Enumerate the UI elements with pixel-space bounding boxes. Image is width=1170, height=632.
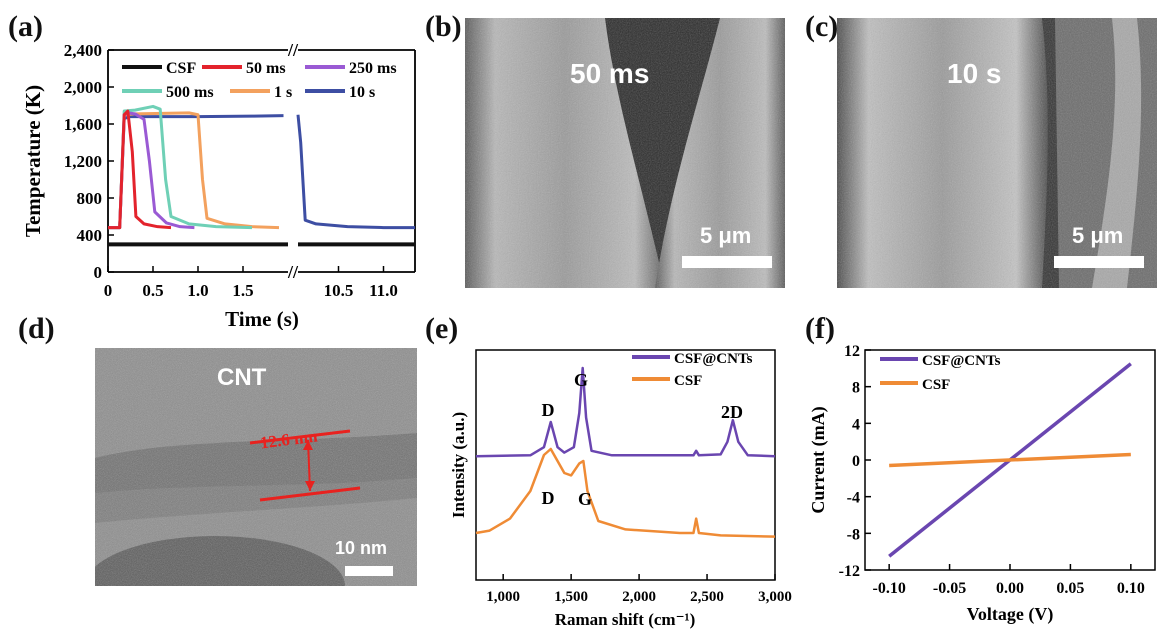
measure-line-top	[249, 429, 351, 445]
x-tick-label: 2,000	[622, 589, 656, 605]
x-tick-label: 11.0	[369, 281, 398, 300]
y-tick-label: 800	[77, 189, 103, 208]
series-line-csf	[475, 447, 776, 538]
peak-label: D	[542, 488, 555, 508]
series-line-csf-cnts	[475, 366, 776, 458]
panel-label-c: (c)	[805, 10, 839, 43]
y-tick-label: 0	[852, 453, 860, 470]
y-tick-label: 1,200	[64, 152, 102, 171]
x-tick-label: 1.0	[187, 281, 208, 300]
x-tick-label: 0.5	[142, 281, 163, 300]
y-axis-label: Intensity (a.u.)	[449, 412, 468, 518]
tem-texture	[95, 348, 417, 586]
chart-temperature-vs-time: // // 0 400 800 1,200 1,600 2,000 2,400 0 0.5 1.0 1.…	[21, 40, 416, 330]
sem-image-10s: 10 s 5 μm	[837, 18, 1157, 288]
x-tick-label: 0.00	[996, 580, 1024, 597]
peak-label: G	[574, 370, 588, 390]
y-tick-label: 1,600	[64, 115, 102, 134]
y-tick-label: 2,400	[64, 41, 102, 60]
x-tick-label: -0.10	[873, 580, 906, 597]
legend-label: CSF@CNTs	[922, 353, 1001, 369]
y-axis-label: Temperature (K)	[21, 85, 45, 237]
x-tick-label: 0.10	[1117, 580, 1145, 597]
image-title-10s: 10 s	[947, 58, 1002, 89]
peak-label: 2D	[721, 402, 743, 422]
legend-label: CSF	[166, 60, 196, 77]
sem-image-50ms: 50 ms 5 μm	[465, 18, 785, 288]
y-tick-label: -4	[847, 490, 860, 507]
panel-label-f: (f)	[805, 312, 835, 345]
legend-label: CSF	[922, 377, 950, 393]
legend-label: 500 ms	[166, 84, 214, 101]
x-tick-label: 1.5	[232, 281, 253, 300]
x-tick-label: 0	[104, 281, 113, 300]
measure-line-bottom	[259, 486, 361, 502]
x-tick-label: 2,500	[690, 589, 724, 605]
y-tick-label: 8	[852, 380, 860, 397]
legend-label: 1 s	[274, 84, 292, 101]
y-tick-label: -12	[839, 563, 860, 580]
x-tick-label: -0.05	[933, 580, 966, 597]
y-tick-label: 400	[77, 226, 103, 245]
legend-label: 250 ms	[349, 60, 397, 77]
scale-bar	[1054, 256, 1144, 268]
image-title-cnt: CNT	[217, 364, 267, 391]
series-line-10s	[296, 114, 415, 230]
chart-iv: -0.10 -0.05 0.00 0.05 0.10 -12 -8 -4 0 4 8 12 Voltag…	[808, 343, 1156, 625]
tem-image-cnt: CNT 12.6 nm 10 nm	[95, 348, 417, 586]
image-title-50ms: 50 ms	[570, 58, 650, 89]
measure-arrow-head-top	[303, 440, 313, 450]
x-axis-label: Time (s)	[225, 307, 299, 330]
sem-texture	[465, 18, 785, 288]
panel-label-d: (d)	[18, 312, 55, 345]
series-line-csf	[889, 452, 1131, 468]
panel-label-e: (e)	[425, 312, 459, 345]
y-axis-label: Current (mA)	[808, 406, 829, 513]
x-axis-label: Raman shift (cm⁻¹)	[555, 610, 696, 629]
scale-bar	[345, 566, 393, 576]
x-axis-label: Voltage (V)	[967, 604, 1054, 625]
legend-label: 10 s	[349, 84, 375, 101]
x-tick-label: 0.05	[1056, 580, 1084, 597]
x-tick-label: 1,500	[554, 589, 588, 605]
scale-bar-label: 5 μm	[1072, 223, 1124, 248]
panel-label-b: (b)	[425, 10, 462, 43]
legend-label: 50 ms	[246, 60, 286, 77]
legend-label: CSF@CNTs	[674, 351, 753, 367]
axis-break-top: //	[287, 40, 299, 60]
x-tick-label: 3,000	[758, 589, 792, 605]
chart-raman: 1,000 1,500 2,000 2,500 3,000 Raman shift (cm…	[449, 349, 792, 629]
panel-label-a: (a)	[8, 10, 43, 43]
plot-frame	[475, 349, 776, 581]
y-tick-label: -8	[847, 526, 860, 543]
peak-label: G	[578, 489, 592, 509]
scale-bar-label: 10 nm	[335, 538, 388, 558]
scale-bar-label: 5 μm	[700, 223, 752, 248]
series-line-50ms	[108, 109, 172, 230]
y-tick-label: 2,000	[64, 78, 102, 97]
sem-texture	[837, 18, 1157, 288]
y-tick-label: 4	[852, 416, 860, 433]
legend-label: CSF	[674, 373, 702, 389]
x-tick-label: 1,000	[486, 589, 520, 605]
y-tick-label: 0	[94, 263, 103, 282]
scale-bar	[682, 256, 772, 268]
peak-label: D	[542, 400, 555, 420]
y-tick-label: 12	[844, 343, 860, 360]
measure-arrow-head-bottom	[305, 481, 315, 491]
x-tick-label: 10.5	[324, 281, 354, 300]
axis-break-bottom: //	[287, 262, 299, 282]
